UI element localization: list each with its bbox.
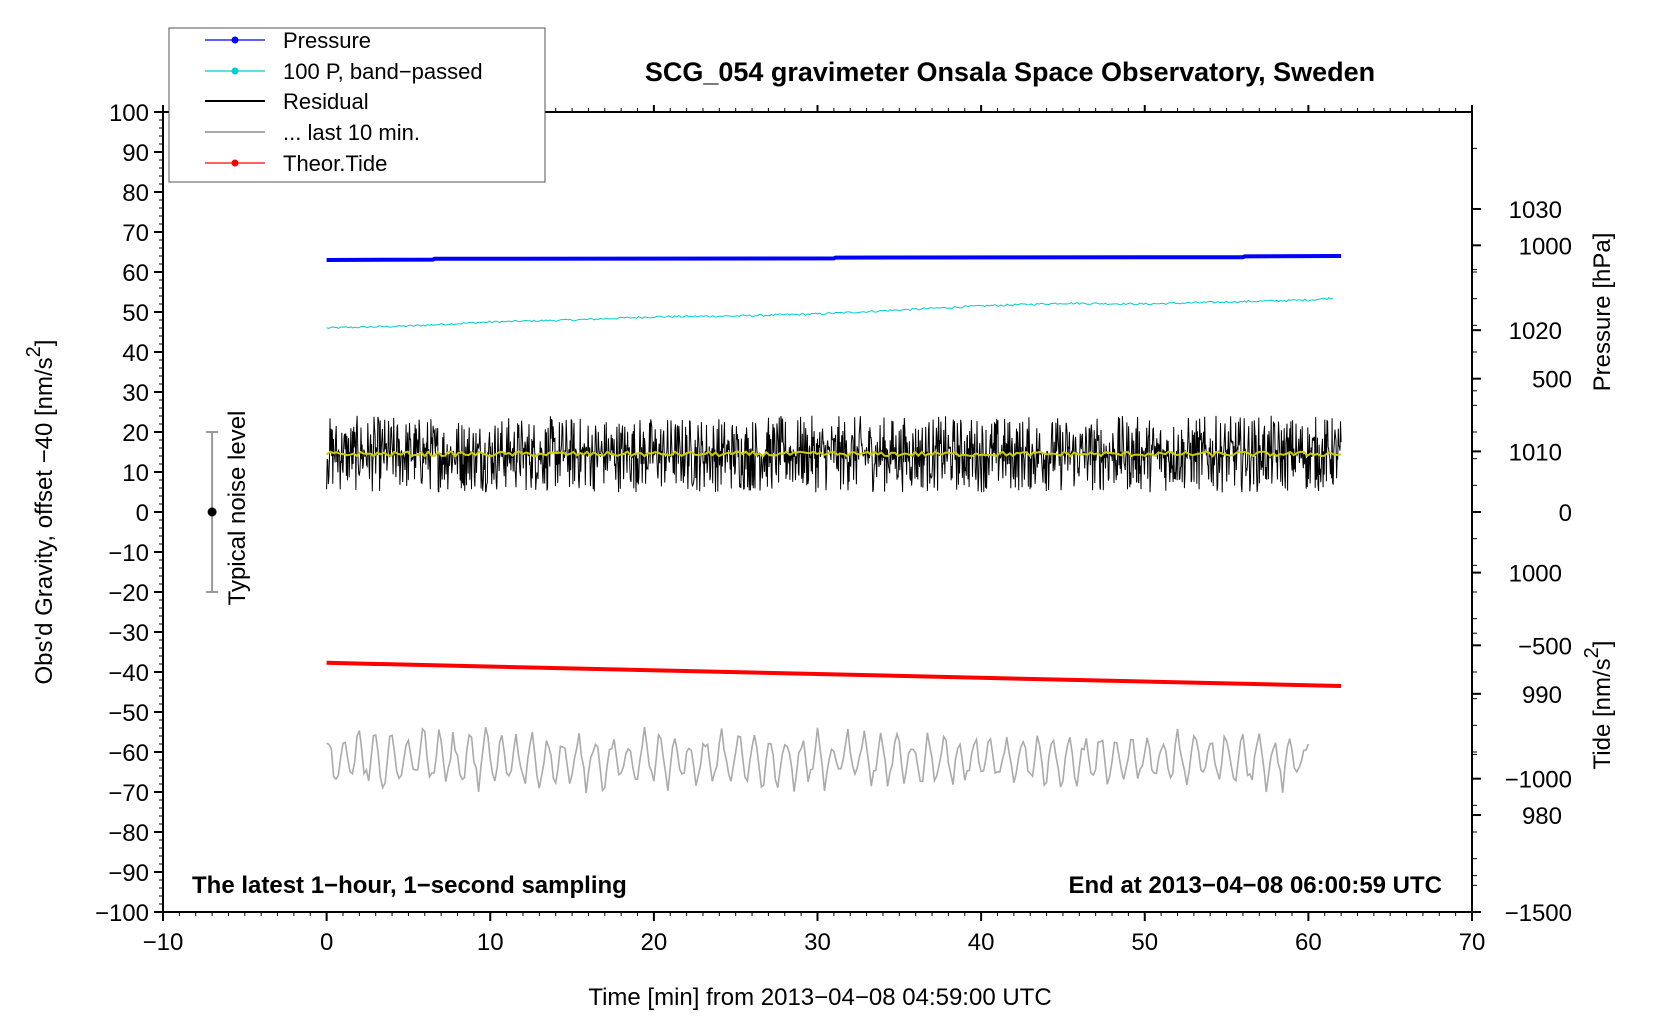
tide-tick-label: −1500 bbox=[1505, 900, 1572, 927]
y-tick-label: 10 bbox=[122, 460, 149, 487]
svg-text:Theor.Tide: Theor.Tide bbox=[283, 151, 387, 176]
x-tick-label: 70 bbox=[1459, 929, 1486, 956]
noise-level-bar bbox=[206, 431, 219, 593]
x-tick-label: 20 bbox=[641, 929, 668, 956]
y-tick-label: 30 bbox=[122, 380, 149, 407]
tide-tick-label: 0 bbox=[1559, 500, 1572, 527]
tide-axis: 1000 500 0 −500 −1000 −1500 bbox=[1472, 233, 1572, 927]
legend-item-residual: Residual bbox=[205, 89, 369, 114]
x-axis-label: Time [min] from 2013−04−08 04:59:00 UTC bbox=[588, 984, 1051, 1011]
noise-bar-center bbox=[207, 507, 217, 517]
x-tick-label: 40 bbox=[968, 929, 995, 956]
sampling-note: The latest 1−hour, 1−second sampling bbox=[192, 872, 627, 899]
legend-item-pressure: Pressure bbox=[205, 28, 371, 53]
y-tick-label: 100 bbox=[109, 100, 149, 127]
legend-item-last-10-min: ... last 10 min. bbox=[205, 120, 420, 145]
y-tick-label: 90 bbox=[122, 140, 149, 167]
legend-item-band-passed: 100 P, band−passed bbox=[205, 59, 483, 84]
series-group bbox=[325, 254, 1342, 794]
y-tick-label: 0 bbox=[136, 500, 149, 527]
svg-text:Residual: Residual bbox=[283, 89, 369, 114]
y-tick-label: 50 bbox=[122, 300, 149, 327]
end-time-note: End at 2013−04−08 06:00:59 UTC bbox=[1068, 872, 1442, 899]
tide-tick-label: 500 bbox=[1532, 367, 1572, 394]
legend-item-theor-tide: Theor.Tide bbox=[205, 151, 387, 176]
tide-axis-label: Tide [nm/s2] bbox=[1581, 641, 1616, 770]
svg-text:100 P, band−passed: 100 P, band−passed bbox=[283, 59, 483, 84]
series-theor-tide bbox=[326, 660, 1342, 688]
series-pressure bbox=[326, 254, 1342, 262]
plot-frame bbox=[162, 111, 1473, 913]
y-tick-label: 40 bbox=[122, 340, 149, 367]
pressure-tick-label: 1010 bbox=[1509, 439, 1562, 466]
x-tick-label: −10 bbox=[143, 929, 184, 956]
pressure-tick-label: 1000 bbox=[1509, 561, 1562, 588]
x-tick-label: 10 bbox=[477, 929, 504, 956]
pressure-tick-label: 1030 bbox=[1509, 197, 1562, 224]
y-tick-label: 70 bbox=[122, 220, 149, 247]
pressure-axis-label: Pressure [hPa] bbox=[1589, 233, 1616, 392]
series-residual bbox=[326, 415, 1342, 493]
series-band-passed bbox=[326, 296, 1334, 329]
x-tick-label: 50 bbox=[1131, 929, 1158, 956]
y-tick-label: −30 bbox=[108, 620, 149, 647]
noise-level-label: Typical noise level bbox=[224, 411, 251, 606]
tide-tick-label: −1000 bbox=[1505, 767, 1572, 794]
y-tick-label: −100 bbox=[95, 900, 149, 927]
y-axis-label-left: Obs'd Gravity, offset −40 [nm/s2] bbox=[23, 340, 58, 685]
y-tick-label: −10 bbox=[108, 540, 149, 567]
y-tick-label: −50 bbox=[108, 700, 149, 727]
y-tick-label: 20 bbox=[122, 420, 149, 447]
tide-tick-label: 1000 bbox=[1519, 233, 1572, 260]
pressure-tick-label: 980 bbox=[1522, 803, 1562, 830]
legend-box bbox=[168, 27, 546, 183]
chart-title: SCG_054 gravimeter Onsala Space Observat… bbox=[645, 57, 1375, 87]
svg-text:... last 10 min.: ... last 10 min. bbox=[283, 120, 420, 145]
y-tick-label: −60 bbox=[108, 740, 149, 767]
y-tick-label: 80 bbox=[122, 180, 149, 207]
legend: Pressure 100 P, band−passed Residual ...… bbox=[168, 27, 546, 183]
x-tick-label: 0 bbox=[320, 929, 333, 956]
x-axis: −10 0 10 20 30 40 50 60 70 bbox=[143, 105, 1486, 956]
pressure-tick-label: 990 bbox=[1522, 682, 1562, 709]
series-last-10-min bbox=[326, 726, 1310, 794]
y-tick-label: −70 bbox=[108, 780, 149, 807]
y-tick-label: 60 bbox=[122, 260, 149, 287]
tide-tick-label: −500 bbox=[1518, 633, 1572, 660]
x-tick-label: 60 bbox=[1295, 929, 1322, 956]
y-tick-label: −80 bbox=[108, 820, 149, 847]
y-axis-left: 1009080706050403020100−10−20−30−40−50−60… bbox=[95, 100, 163, 927]
pressure-tick-label: 1020 bbox=[1509, 318, 1562, 345]
svg-text:Pressure: Pressure bbox=[283, 28, 371, 53]
pressure-axis: 1030 1020 1010 1000 990 980 bbox=[1472, 147, 1562, 877]
y-tick-label: −20 bbox=[108, 580, 149, 607]
y-tick-label: −40 bbox=[108, 660, 149, 687]
series-residual-smoothed bbox=[325, 450, 1342, 458]
y-tick-label: −90 bbox=[108, 860, 149, 887]
x-tick-label: 30 bbox=[804, 929, 831, 956]
